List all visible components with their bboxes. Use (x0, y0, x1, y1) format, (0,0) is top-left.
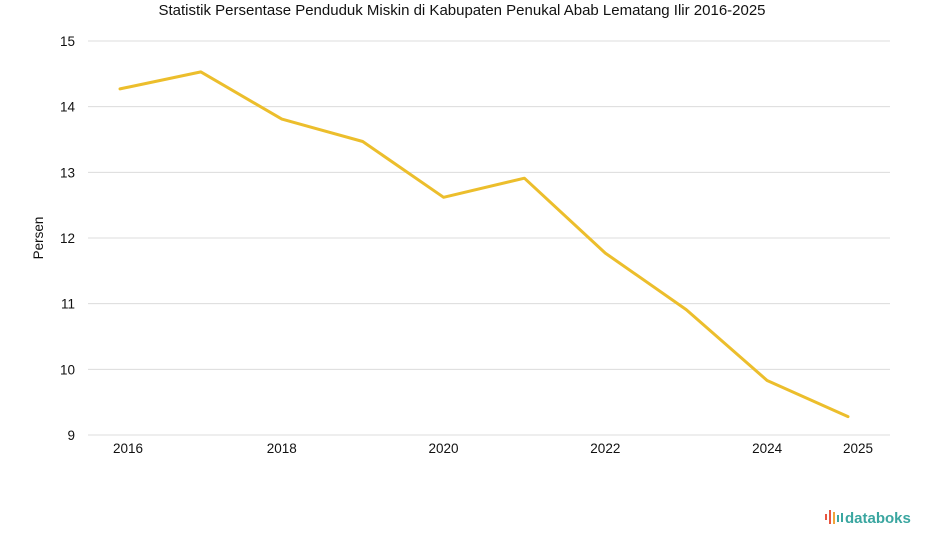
x-tick-layer: 2016 2018 2020 2022 2024 2025 (113, 441, 873, 456)
x-tick-label: 2016 (113, 441, 143, 456)
x-tick-label: 2020 (429, 441, 459, 456)
y-tick-label: 12 (60, 231, 75, 246)
series-line (118, 70, 850, 419)
data-point-2021[interactable] (518, 172, 530, 184)
y-tick-label: 9 (67, 428, 75, 443)
chart-title: Statistik Persentase Penduduk Miskin di … (158, 2, 765, 19)
grid-layer (88, 40, 890, 436)
y-tick-label: 10 (60, 362, 75, 377)
y-tick-layer: 9 10 11 12 13 14 15 (60, 34, 76, 443)
x-tick-label: 2018 (267, 441, 297, 456)
data-point-2019[interactable] (357, 136, 369, 148)
data-point-2022[interactable] (599, 247, 611, 259)
data-point-2017[interactable] (195, 66, 207, 78)
y-tick-label: 15 (60, 34, 75, 49)
y-tick-label: 14 (60, 100, 76, 115)
data-point-2024[interactable] (761, 375, 773, 387)
y-tick-label: 11 (61, 297, 75, 312)
series-layer (114, 66, 854, 423)
databoks-logo[interactable]: databoks (825, 510, 911, 527)
data-point-2020[interactable] (438, 191, 450, 203)
x-tick-label: 2025 (843, 441, 873, 456)
data-point-2025[interactable] (842, 411, 854, 423)
data-point-2023[interactable] (680, 304, 692, 316)
databoks-logo-text: databoks (845, 510, 911, 527)
databoks-bars-icon (825, 510, 843, 524)
x-tick-label: 2022 (590, 441, 620, 456)
x-tick-label: 2024 (752, 441, 783, 456)
data-point-2018[interactable] (276, 113, 288, 125)
y-axis-label: Persen (31, 217, 46, 260)
data-point-2016[interactable] (114, 83, 126, 95)
y-tick-label: 13 (60, 165, 75, 180)
